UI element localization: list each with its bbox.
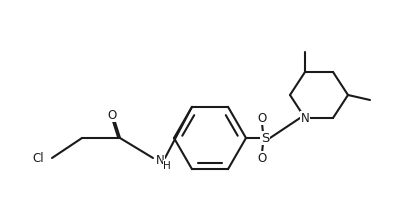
Text: S: S xyxy=(261,131,269,145)
Text: H: H xyxy=(163,161,171,171)
Text: O: O xyxy=(107,109,117,121)
Text: N: N xyxy=(300,111,309,125)
Text: O: O xyxy=(258,151,267,165)
Text: O: O xyxy=(258,111,267,125)
Text: Cl: Cl xyxy=(32,151,44,165)
Text: N: N xyxy=(156,153,164,166)
